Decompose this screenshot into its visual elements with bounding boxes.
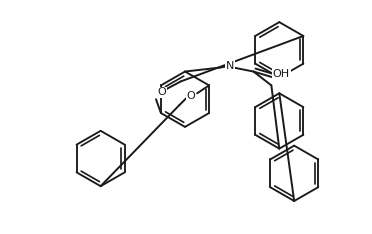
Text: O: O: [187, 91, 196, 101]
Text: O: O: [158, 87, 166, 97]
Text: OH: OH: [273, 69, 290, 79]
Text: N: N: [225, 61, 234, 71]
